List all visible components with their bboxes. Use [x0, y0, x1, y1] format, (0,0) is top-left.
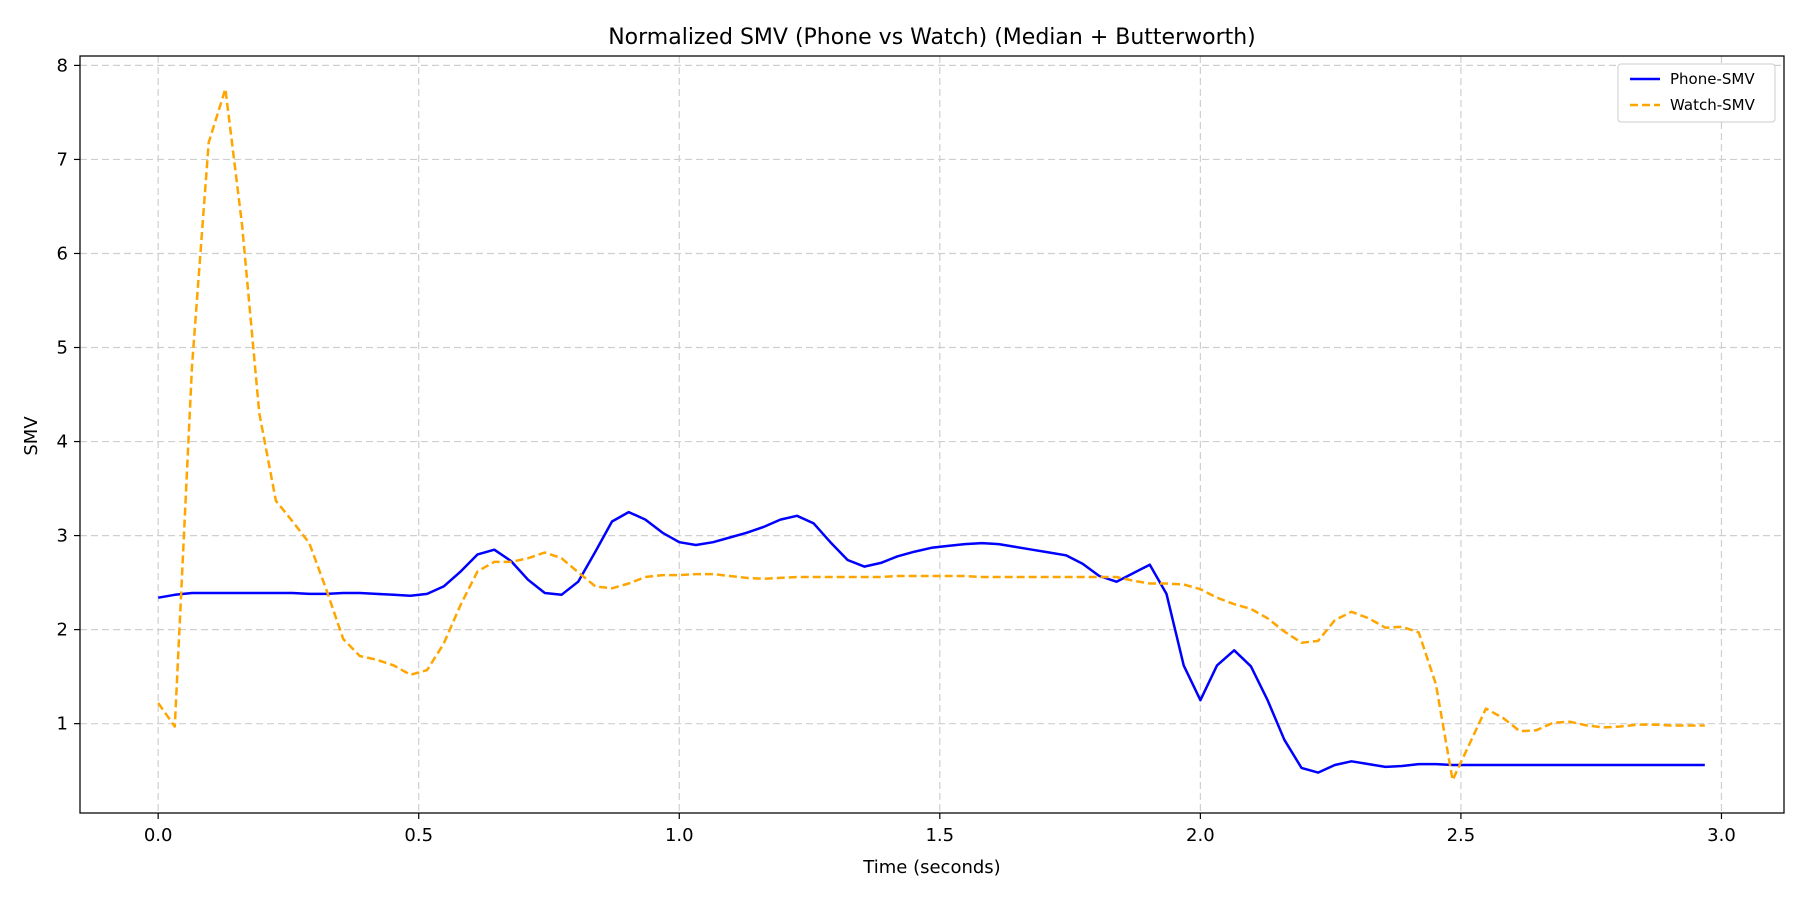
y-tick-label: 2: [57, 620, 68, 641]
x-axis: 0.0 0.5 1.0 1.5 2.0 2.5 3.0: [144, 813, 1736, 846]
y-tick-label: 3: [57, 526, 68, 547]
x-tick-label: 2.5: [1447, 825, 1476, 846]
x-tick-label: 0.0: [144, 825, 173, 846]
series-line-phone-smv: [157, 510, 1705, 774]
legend: Phone-SMV Watch-SMV: [1617, 63, 1776, 123]
y-tick-label: 8: [57, 55, 68, 76]
x-tick-label: 3.0: [1707, 825, 1736, 846]
y-tick-label: 6: [57, 243, 68, 264]
y-tick-label: 4: [57, 432, 68, 453]
x-tick-label: 1.0: [665, 825, 694, 846]
x-axis-label: Time (seconds): [862, 857, 1000, 878]
y-tick-label: 7: [57, 149, 68, 170]
y-tick-label: 1: [57, 714, 68, 735]
series-layer: [157, 87, 1705, 782]
y-tick-label: 5: [57, 338, 68, 359]
legend-label-phone-smv: Phone-SMV: [1670, 70, 1755, 88]
plot-frame: [79, 55, 1785, 814]
x-tick-label: 0.5: [404, 825, 433, 846]
chart-title: Normalized SMV (Phone vs Watch) (Median …: [608, 25, 1256, 50]
gridlines: [80, 56, 1784, 813]
series-line-watch-smv: [157, 87, 1705, 782]
y-axis: 1 2 3 4 5 6 7 8: [57, 55, 80, 735]
y-axis-label: SMV: [21, 416, 42, 456]
legend-label-watch-smv: Watch-SMV: [1670, 96, 1756, 114]
x-tick-label: 2.0: [1186, 825, 1215, 846]
x-tick-label: 1.5: [925, 825, 954, 846]
